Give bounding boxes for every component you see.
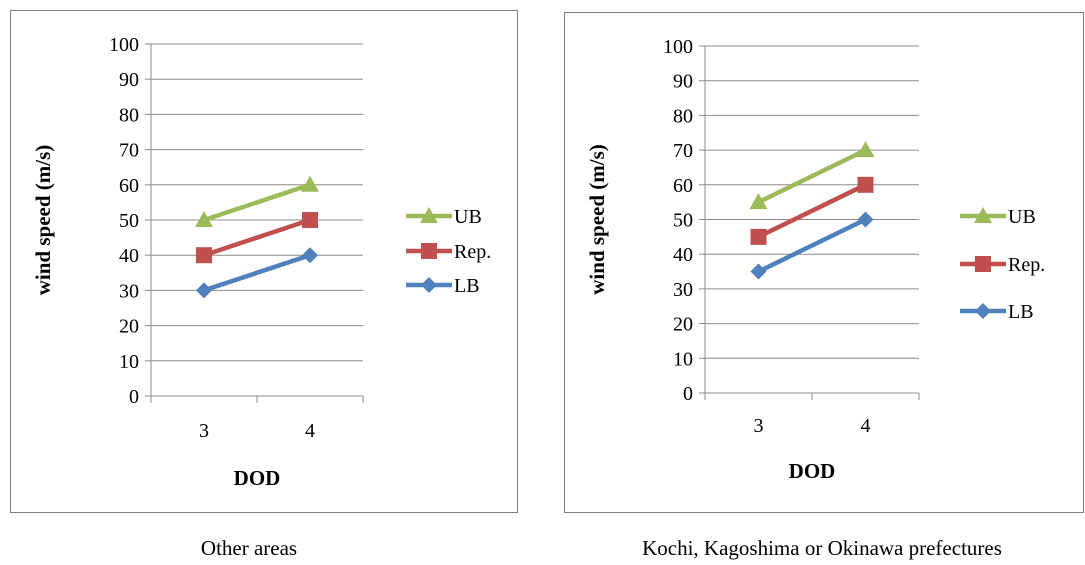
legend-label: Rep. [454,241,491,263]
legend-entry: Rep. [960,254,1045,276]
data-point [857,211,874,228]
y-tick-label: 0 [129,386,139,408]
series-line [203,253,311,293]
data-point [196,247,212,264]
y-tick-label: 100 [663,36,693,58]
chart-left: 0 10 20 30 40 50 60 70 80 90 100 3 4 DOD wind speed (m… [10,10,518,513]
legend-entry: UB [960,206,1036,228]
y-tick-label: 60 [119,175,139,197]
data-point [196,282,212,299]
series-rep [750,176,874,245]
y-tick-label: 70 [673,140,693,162]
y-tick-label: 10 [673,348,693,370]
chart-right: 0 10 20 30 40 50 60 70 80 90 100 3 4 DOD wind speed (m… [564,12,1084,513]
y-tick-label: 20 [673,314,693,336]
y-tick-label: 50 [119,210,139,232]
y-tick-label: 100 [109,34,139,56]
y-tick-label: 0 [683,383,693,405]
legend-entry: LB [960,301,1034,323]
x-tick-label: 4 [861,415,871,437]
legend-label: LB [454,275,480,297]
y-tick-label: 70 [119,140,139,162]
data-point [195,211,213,227]
data-point [301,175,319,192]
data-point [750,263,767,280]
x-tick-label: 3 [199,420,209,442]
legend-marker [975,256,991,272]
y-tick-label: 50 [673,210,693,232]
legend-marker [975,303,991,319]
y-tick-label: 80 [119,104,139,126]
series-lb [750,211,874,280]
legend-marker [421,243,437,259]
chart-left-svg: 0 10 20 30 40 50 60 70 80 90 100 3 4 DOD wind speed (m… [31,34,491,490]
legend-label: Rep. [1008,254,1045,276]
data-point [302,247,318,264]
y-tick-label: 90 [119,69,139,91]
data-point [750,228,767,245]
series-ub [749,141,875,210]
legend-label: LB [1008,301,1034,323]
y-tick-label: 20 [119,316,139,338]
x-tick-label: 4 [305,420,315,442]
series-rep [196,212,318,264]
caption-right: Kochi, Kagoshima or Okinawa prefectures [642,536,1002,560]
data-point [856,141,875,158]
series-line [757,148,867,205]
legend-entry: UB [406,206,482,228]
caption-left: Other areas [200,536,298,560]
legend-entry: LB [406,275,480,297]
y-tick-label: 90 [673,71,693,93]
series-line [757,182,867,239]
legend-marker [421,277,437,293]
series-line [757,217,867,274]
x-tick-label: 3 [754,415,764,437]
y-tick-label: 40 [119,245,139,267]
y-axis-title: wind speed (m/s) [585,144,609,295]
y-tick-label: 30 [119,280,139,302]
legend-marker [420,207,438,223]
y-tick-label: 30 [673,279,693,301]
y-axis-title: wind speed (m/s) [31,145,55,296]
chart-right-svg: 0 10 20 30 40 50 60 70 80 90 100 3 4 DOD wind speed (m… [585,36,1045,483]
series-line [203,182,311,223]
data-point [302,212,318,228]
y-tick-label: 10 [119,351,139,373]
legend-entry: Rep. [406,241,491,263]
series-ub [195,175,319,227]
x-axis-title: DOD [234,466,281,490]
data-point [857,176,874,193]
legend-marker [974,207,992,223]
series-lb [196,247,318,299]
data-point [749,193,768,210]
series-line [203,217,311,258]
legend-label: UB [1008,206,1036,228]
y-tick-label: 80 [673,105,693,127]
y-tick-label: 40 [673,244,693,266]
x-axis-title: DOD [789,459,836,483]
y-tick-label: 60 [673,175,693,197]
legend-label: UB [454,206,482,228]
